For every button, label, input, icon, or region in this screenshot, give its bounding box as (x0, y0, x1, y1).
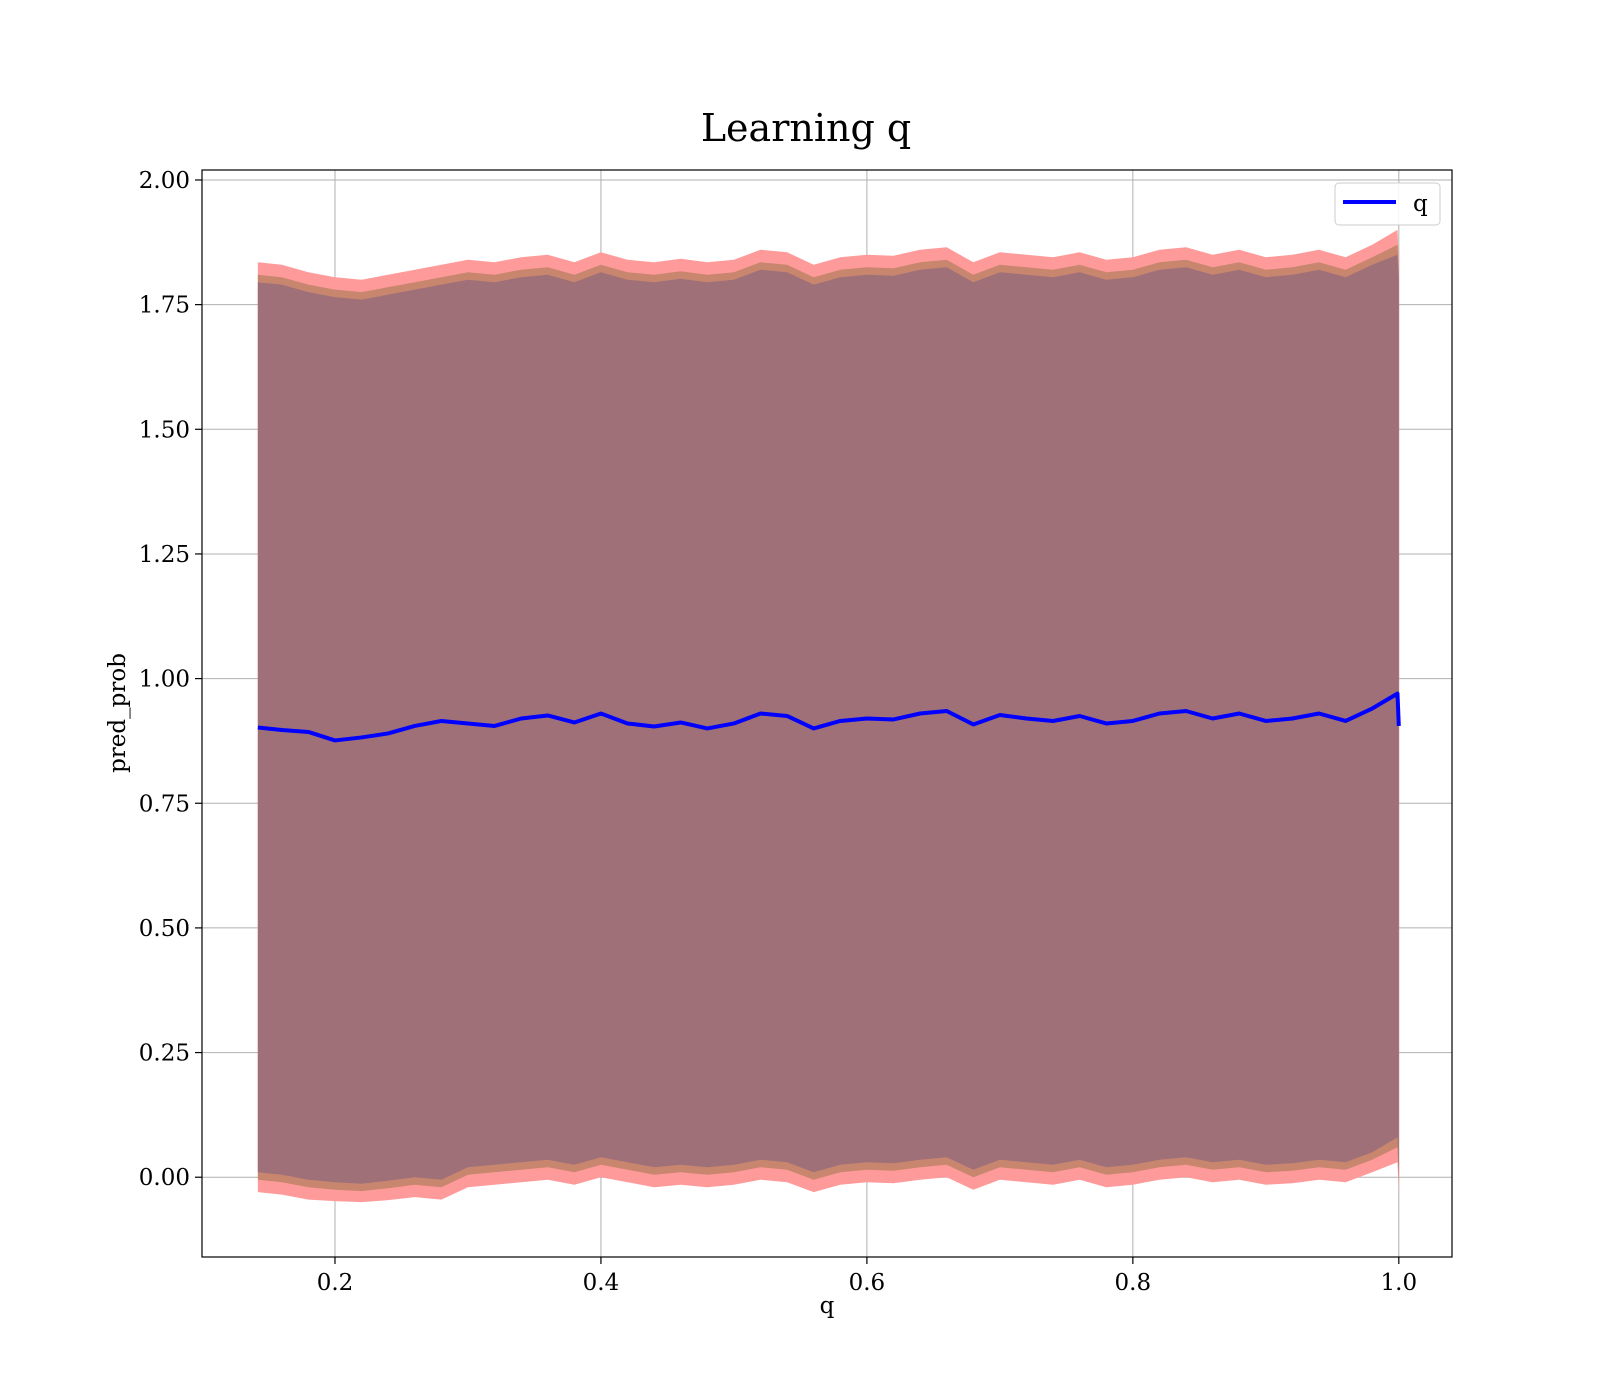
x-tick-label: 0.2 (317, 1270, 354, 1296)
x-tick-label: 1.0 (1381, 1270, 1418, 1296)
tick-layer: 0.2 0.4 0.6 0.8 1.0 0.00 0.25 0.50 0.75 1.00 1.25 1… (139, 168, 1417, 1296)
y-tick-label: 1.75 (139, 293, 190, 319)
y-tick-label: 0.25 (139, 1041, 190, 1067)
y-tick-label: 2.00 (139, 168, 190, 194)
chart-title: Learning q (701, 106, 911, 150)
legend[interactable]: q (1334, 182, 1441, 226)
x-tick-label: 0.4 (583, 1270, 620, 1296)
y-tick-label: 0.50 (139, 916, 190, 942)
y-tick-label: 1.50 (139, 417, 190, 443)
x-tick-label: 0.6 (849, 1270, 886, 1296)
y-tick-label: 0.75 (139, 791, 190, 817)
series-line-q (257, 691, 1401, 743)
y-tick-label: 1.25 (139, 542, 190, 568)
band-layer (257, 229, 1399, 1203)
band-inner (257, 254, 1399, 1184)
x-axis-label: q (820, 1293, 835, 1319)
x-tick-label: 0.8 (1115, 1270, 1152, 1296)
plot-frame (201, 169, 1453, 1258)
line-layer (257, 691, 1401, 743)
y-tick-label: 0.00 (139, 1165, 190, 1191)
legend-label-q: q (1413, 191, 1428, 217)
y-axis-label: pred_prob (105, 653, 131, 773)
y-tick-label: 1.00 (139, 667, 190, 693)
